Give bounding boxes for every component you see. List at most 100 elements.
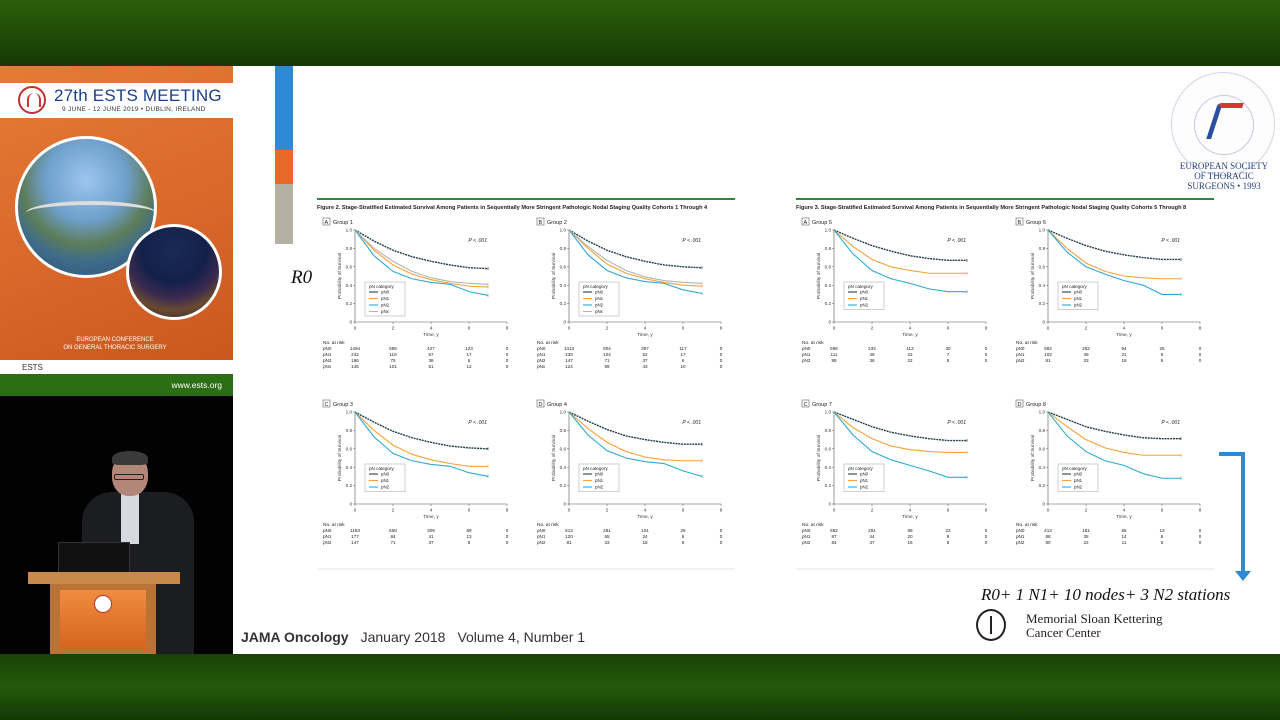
at-risk-title: No. at risk [802,522,824,528]
p-value: P < .001 [682,420,701,426]
at-risk-value: 0 [985,346,988,351]
at-risk-value: 0 [1199,528,1202,533]
y-tick-label: 0 [1042,320,1045,325]
at-risk-value: 37 [428,540,434,545]
at-risk-value: 94 [1121,346,1127,351]
legend-label-pn2: pN2 [381,485,390,490]
y-tick-label: 0.4 [560,465,567,470]
org-label: ESTS [0,360,233,374]
at-risk-value: 13 [1159,528,1165,533]
at-risk-label-pn1: pN1 [323,534,332,539]
top-band [0,0,1280,66]
x-tick-label: 6 [947,326,950,331]
legend-title: pN category [583,284,608,289]
y-tick-label: 1.0 [1039,410,1046,415]
society-seal: EUROPEAN SOCIETY OF THORACIC SURGEONS • … [1171,72,1275,191]
x-tick-label: 2 [606,326,609,331]
at-risk-value: 5 [682,540,685,545]
at-risk-label-pn2: pN2 [537,540,546,545]
panel-id-box [1015,399,1024,408]
legend-label-pn0: pN0 [381,472,390,477]
at-risk-label-pn1: pN1 [1016,352,1025,357]
at-risk-value: 111 [831,352,838,357]
at-risk-label-pn2: pN2 [323,540,332,545]
panel-id-box [1015,217,1024,226]
at-risk-value: 0 [1199,540,1202,545]
at-risk-value: 18 [642,540,648,545]
x-tick-label: 4 [644,508,647,513]
y-tick-label: 0.2 [825,483,832,488]
journal-citation: JAMA Oncology January 2018 Volume 4, Numbe… [241,629,585,645]
panel-label: Group 8 [1026,402,1046,408]
y-axis-title: Probability of Survival [337,435,343,481]
x-tick-label: 4 [909,326,912,331]
x-tick-label: 4 [909,508,912,513]
at-risk-value: 57 [428,352,434,357]
at-risk-value: 16 [907,540,913,545]
conference-subtitle-line1: EUROPEAN CONFERENCE [76,337,154,343]
at-risk-value: 35 [1083,534,1089,539]
at-risk-value: 25 [1159,346,1165,351]
x-tick-label: 4 [430,508,433,513]
at-risk-label-pn1: pN1 [323,352,332,357]
at-risk-label-pn2: pN2 [537,358,546,363]
series-line-pn1 [1047,229,1181,280]
x-tick-label: 0 [833,326,836,331]
website-link[interactable]: www.ests.org [0,374,233,396]
y-tick-label: 0.4 [560,283,567,288]
at-risk-value: 0 [720,364,723,369]
at-risk-value: 88 [831,358,837,363]
at-risk-value: 55 [1121,528,1127,533]
meeting-title: 27th ESTS MEETING [54,86,222,105]
panel-label: Group 3 [333,402,353,408]
y-tick-label: 0.8 [346,428,353,433]
legend-label-pn2: pN2 [860,303,869,308]
at-risk-title: No. at risk [323,522,345,528]
x-tick-label: 8 [506,326,509,331]
panel-id-box [801,217,810,226]
y-tick-label: 0 [1042,502,1045,507]
y-tick-label: 0.4 [346,283,353,288]
journal-volume: Volume 4, Number 1 [457,629,586,645]
legend-title: pN category [369,284,394,289]
at-risk-value: 41 [428,534,434,539]
series-line-pn2 [354,229,489,296]
at-risk-value: 0 [1199,352,1202,357]
legend-label-pn1: pN1 [1074,478,1083,483]
x-tick-label: 6 [1161,508,1164,513]
series-line-pn0 [568,411,702,445]
panel-id: D [539,402,543,408]
at-risk-title: No. at risk [537,340,559,346]
x-tick-label: 8 [720,326,723,331]
at-risk-value: 658 [389,346,397,351]
panel-id-box [801,399,810,408]
x-tick-label: 0 [568,508,571,513]
laptop [58,542,130,574]
at-risk-value: 6 [468,540,471,545]
legend-label-pn2: pN2 [860,485,869,490]
y-tick-label: 1.0 [560,410,567,415]
y-tick-label: 0.6 [825,446,832,451]
at-risk-value: 89 [466,528,472,533]
at-risk-value: 0 [720,528,723,533]
at-risk-value: 262 [1082,346,1090,351]
at-risk-value: 71 [604,358,610,363]
x-tick-label: 0 [568,326,571,331]
speaker-hair [112,451,148,465]
figure-2: Figure 2. Stage-Stratified Estimated Sur… [317,198,735,570]
y-tick-label: 0.2 [1039,301,1046,306]
dublin-night-photo [126,224,222,320]
panel-id: C [804,402,808,408]
at-risk-value: 0 [985,534,988,539]
staging-criteria-label: R0+ 1 N1+ 10 nodes+ 3 N2 stations [981,585,1231,604]
x-tick-label: 6 [682,326,685,331]
at-risk-value: 598 [830,346,838,351]
y-tick-label: 1.0 [825,228,832,233]
x-tick-label: 6 [682,508,685,513]
at-risk-value: 804 [603,346,611,351]
y-tick-label: 0 [563,502,566,507]
y-tick-label: 0.2 [825,301,832,306]
y-tick-label: 0.6 [825,264,832,269]
